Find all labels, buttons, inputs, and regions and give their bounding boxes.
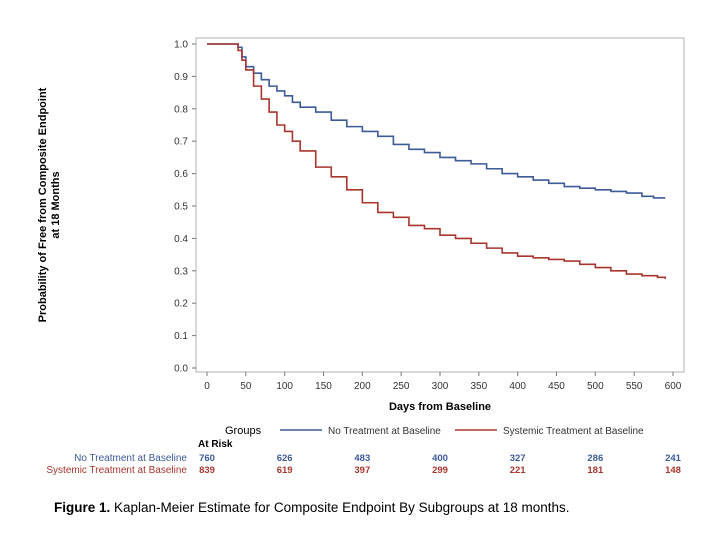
y-tick-label: 0.1: [174, 331, 188, 342]
legend: Groups No Treatment at Baseline Systemic…: [225, 425, 644, 437]
x-tick-label: 50: [240, 381, 252, 392]
y-axis-label: Probability of Free from Composite Endpo…: [37, 87, 62, 322]
at-risk-value: 619: [277, 465, 293, 476]
x-tick-label: 400: [509, 381, 526, 392]
plot-frame: [195, 37, 685, 373]
caption-text: Kaplan-Meier Estimate for Composite Endp…: [110, 500, 570, 515]
legend-label-no-treatment: No Treatment at Baseline: [328, 426, 441, 437]
at-risk-row-label: Systemic Treatment at Baseline: [46, 465, 187, 476]
x-tick-label: 500: [587, 381, 604, 392]
x-tick-label: 350: [470, 381, 487, 392]
y-tick-label: 0.7: [174, 137, 188, 148]
y-tick-label: 0.2: [174, 299, 188, 310]
figure-caption: Figure 1. Kaplan-Meier Estimate for Comp…: [54, 500, 570, 515]
legend-title: Groups: [225, 425, 262, 437]
at-risk-value: 760: [199, 453, 215, 464]
at-risk-title: At Risk: [198, 439, 233, 450]
y-tick-label: 1.0: [174, 40, 188, 51]
at-risk-table: No Treatment at Baseline 760 626 483 400 327 2…: [46, 453, 681, 476]
at-risk-value: 483: [354, 453, 370, 464]
at-risk-row-label: No Treatment at Baseline: [74, 453, 187, 464]
y-tick-label: 0.4: [174, 234, 188, 245]
x-tick-label: 100: [276, 381, 293, 392]
x-tick-label: 600: [665, 381, 682, 392]
y-tick-label: 0.0: [174, 364, 188, 375]
x-tick-label: 550: [626, 381, 643, 392]
y-tick-label: 0.6: [174, 169, 188, 180]
x-axis-label: Days from Baseline: [389, 401, 491, 413]
y-axis-label-line2: at 18 Months: [50, 171, 62, 238]
at-risk-value: 299: [432, 465, 448, 476]
y-axis-label-line1: Probability of Free from Composite Endpo…: [37, 87, 49, 322]
at-risk-value: 148: [665, 465, 681, 476]
y-tick-label: 0.5: [174, 202, 188, 213]
caption-label: Figure 1.: [54, 500, 111, 515]
at-risk-value: 839: [199, 465, 215, 476]
x-tick-label: 0: [204, 381, 210, 392]
at-risk-value: 397: [354, 465, 370, 476]
y-tick-label: 0.8: [174, 104, 188, 115]
x-tick-label: 200: [354, 381, 371, 392]
curve-systemic-treatment: [207, 43, 667, 279]
x-axis: 0 50 100 150 200 250 300 350 400 450 500 550 600: [204, 372, 682, 392]
curve-no-treatment: [207, 43, 666, 199]
y-axis: 0.0 0.1 0.2 0.3 0.4 0.5 0.6 0.7 0.8 0.9 1.0: [174, 40, 196, 375]
at-risk-value: 221: [510, 465, 527, 476]
at-risk-value: 181: [587, 465, 604, 476]
x-tick-label: 300: [432, 381, 449, 392]
at-risk-value: 626: [277, 453, 293, 464]
at-risk-value: 286: [587, 453, 603, 464]
at-risk-value: 241: [665, 453, 682, 464]
x-tick-label: 250: [393, 381, 410, 392]
y-tick-label: 0.9: [174, 72, 188, 83]
legend-label-systemic: Systemic Treatment at Baseline: [503, 426, 644, 437]
x-tick-label: 150: [315, 381, 332, 392]
survival-curves: [207, 43, 667, 279]
y-tick-label: 0.3: [174, 266, 188, 277]
km-chart: 0.0 0.1 0.2 0.3 0.4 0.5 0.6 0.7 0.8 0.9 1.0 0 50 100…: [37, 37, 685, 476]
at-risk-value: 327: [510, 453, 526, 464]
x-tick-label: 450: [548, 381, 565, 392]
at-risk-value: 400: [432, 453, 448, 464]
